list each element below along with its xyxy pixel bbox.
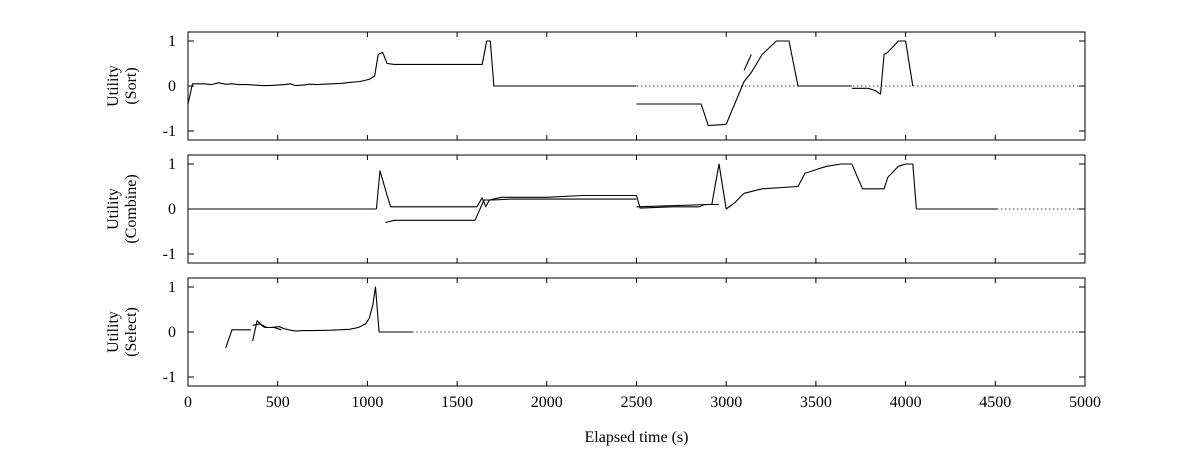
series-line-segment: [252, 286, 413, 342]
x-tick-label: 2500: [621, 394, 653, 411]
series-line-segment: [225, 329, 251, 348]
chart-panel-1: 1 0 -1 Utility(Sort): [105, 31, 1086, 141]
y-tick-label: -1: [163, 123, 176, 140]
series-line-segment: [743, 54, 752, 71]
series-line-segment: [385, 198, 637, 224]
x-tick-label: 3500: [800, 394, 832, 411]
x-tick-label: 4500: [979, 394, 1011, 411]
x-tick-label: 4000: [890, 394, 922, 411]
series-line-segment: [636, 40, 799, 127]
series-line-segment: [636, 203, 719, 208]
x-tick-label: 0: [184, 394, 192, 411]
x-axis-title: Elapsed time (s): [585, 429, 689, 446]
y-axis-title: Utility(Combine): [105, 174, 140, 243]
y-tick-label: 1: [168, 279, 176, 296]
x-tick-label: 1500: [441, 394, 473, 411]
series-line-segment: [851, 40, 914, 95]
y-axis-title: Utility(Sort): [105, 65, 140, 107]
y-tick-label: 1: [168, 156, 176, 173]
y-axis-title-line: Utility: [105, 188, 122, 230]
y-axis-title-line: Utility: [105, 65, 122, 107]
series-line-segment: [187, 40, 495, 105]
y-tick-label: -1: [163, 369, 176, 386]
x-tick-label: 500: [266, 394, 290, 411]
chart-panel-2: 1 0 -1 Utility(Combine): [105, 154, 1086, 264]
y-axis-title-line: (Combine): [123, 174, 140, 243]
x-tick-label: 5000: [1069, 394, 1101, 411]
x-tick-label: 1000: [351, 394, 383, 411]
x-tick-label: 3000: [710, 394, 742, 411]
y-axis-title-line: (Select): [123, 307, 140, 357]
y-tick-label: 0: [168, 201, 176, 218]
y-axis-title: Utility(Select): [105, 307, 140, 357]
y-tick-label: 0: [168, 78, 176, 95]
y-tick-label: -1: [163, 246, 176, 263]
y-axis-title-line: Utility: [105, 311, 122, 353]
series-line-segment: [375, 163, 917, 210]
series-line-segment: [252, 323, 282, 331]
y-axis-title-line: (Sort): [123, 67, 140, 104]
y-tick-label: 0: [168, 324, 176, 341]
y-tick-label: 1: [168, 33, 176, 50]
x-tick-label: 2000: [531, 394, 563, 411]
chart-panel-3: 1 0 -1 Utility(Select) 0 500 1000 1500 2000 2500 3…: [105, 277, 1101, 446]
